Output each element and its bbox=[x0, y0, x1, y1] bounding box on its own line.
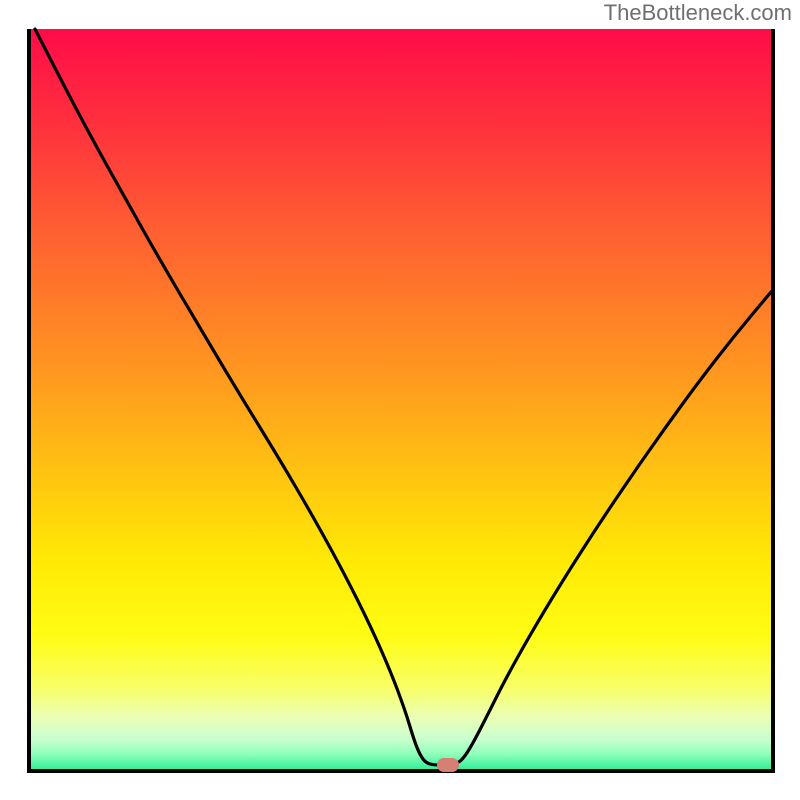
gradient-background bbox=[31, 29, 771, 769]
axis-border-right bbox=[771, 29, 775, 773]
axis-border-bottom bbox=[27, 769, 775, 773]
axis-border-left bbox=[27, 29, 31, 773]
chart-viewport: TheBottleneck.com bbox=[0, 0, 800, 800]
watermark-text: TheBottleneck.com bbox=[604, 0, 792, 26]
